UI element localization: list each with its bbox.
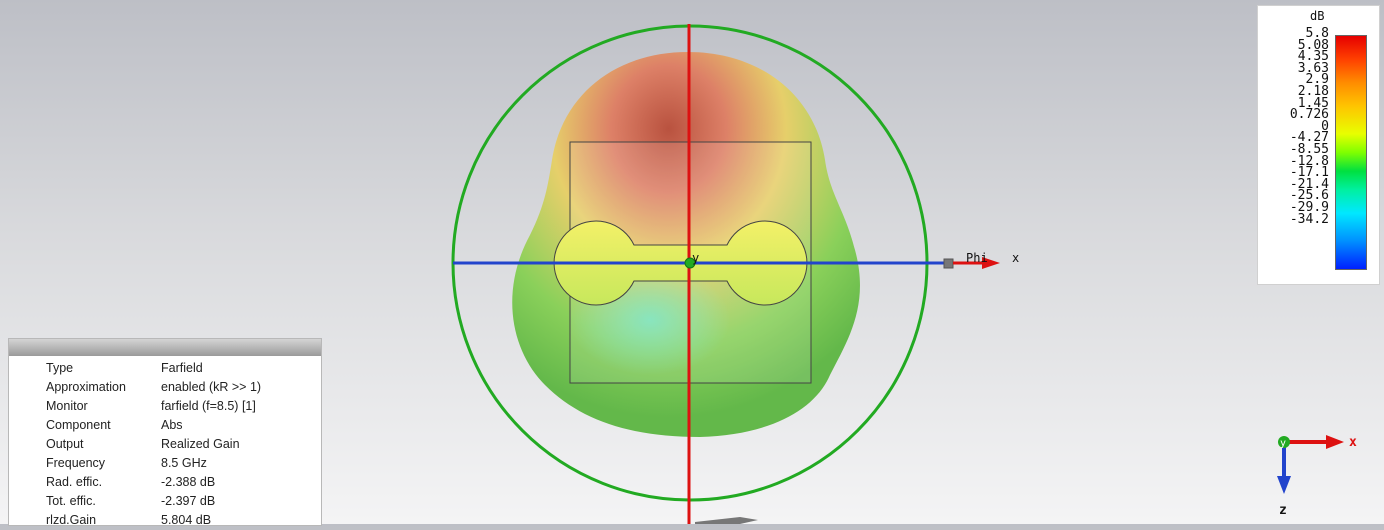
info-row-rlzd-gain: rlzd.Gain 5.804 dB <box>46 511 261 530</box>
info-key: Tot. effic. <box>46 494 96 508</box>
info-key: Output <box>46 437 84 451</box>
y-axis-label: y <box>692 251 699 265</box>
info-key: Component <box>46 418 111 432</box>
legend-tick: 5.8 <box>1305 26 1329 41</box>
info-value: Farfield <box>161 361 203 375</box>
legend-tick: 0 <box>1321 118 1329 134</box>
triad-x-label: x <box>1349 435 1357 450</box>
info-key: Rad. effic. <box>46 475 103 489</box>
info-key: Type <box>46 361 74 375</box>
info-row-monitor: Monitor farfield (f=8.5) [1] <box>46 397 261 416</box>
info-row-output: Output Realized Gain <box>46 435 261 454</box>
phi-handle[interactable] <box>943 258 954 269</box>
info-table: Type Farfield Approximation enabled (kR >>… <box>46 359 261 530</box>
triad-y-dot <box>1278 436 1290 448</box>
phi-label: Phi <box>966 251 988 265</box>
info-row-tot-effic: Tot. effic. -2.397 dB <box>46 492 261 511</box>
legend-unit: dB <box>1310 9 1325 23</box>
theta-arrow <box>695 517 758 524</box>
info-value: enabled (kR >> 1) <box>161 380 262 394</box>
legend-tick: 3.63 <box>1297 60 1329 76</box>
legend-tick: -12.8 <box>1289 153 1329 169</box>
legend-tick: -8.55 <box>1289 141 1329 157</box>
legend-tick: -25.6 <box>1289 188 1329 204</box>
axes-triad: x z y <box>1277 435 1357 518</box>
info-key: rlzd.Gain <box>46 513 97 527</box>
info-value: 8.5 GHz <box>161 456 207 470</box>
color-scale-legend: dB 5.8 5.08 4.35 3.63 2.9 2.18 1.45 0.72… <box>1257 5 1380 285</box>
legend-tick-labels: 5.8 5.08 4.35 3.63 2.9 2.18 1.45 0.726 0… <box>1289 26 1329 227</box>
info-value: -2.388 dB <box>161 475 216 489</box>
info-row-approximation: Approximation enabled (kR >> 1) <box>46 378 261 397</box>
triad-y-label: y <box>1280 438 1286 449</box>
triad-x-arrow <box>1326 435 1344 449</box>
info-value: Realized Gain <box>161 437 240 451</box>
farfield-info-panel: Type Farfield Approximation enabled (kR >>… <box>8 338 322 527</box>
info-row-component: Component Abs <box>46 416 261 435</box>
legend-tick: 5.08 <box>1297 37 1329 53</box>
legend-tick: -21.4 <box>1289 176 1329 192</box>
legend-tick: 2.18 <box>1297 83 1329 99</box>
legend-color-bar <box>1335 35 1367 270</box>
origin-point <box>684 257 696 269</box>
info-key: Monitor <box>46 399 88 413</box>
info-value: 5.804 dB <box>161 513 212 527</box>
legend-tick: 1.45 <box>1297 95 1329 111</box>
phi-arrow-head <box>982 257 1000 269</box>
info-row-frequency: Frequency 8.5 GHz <box>46 454 261 473</box>
legend-tick: 0.726 <box>1289 107 1329 123</box>
triad-z-arrow <box>1277 476 1291 494</box>
legend-tick: -17.1 <box>1289 165 1329 181</box>
info-panel-header <box>9 339 321 356</box>
info-row-type: Type Farfield <box>46 359 261 378</box>
legend-tick: 4.35 <box>1297 49 1329 65</box>
legend-tick: -4.27 <box>1289 130 1329 146</box>
info-value: Abs <box>161 418 183 432</box>
legend-tick: 2.9 <box>1305 72 1329 88</box>
info-value: -2.397 dB <box>161 494 216 508</box>
info-key: Frequency <box>46 456 106 470</box>
legend-tick: -34.2 <box>1289 211 1329 227</box>
info-key: Approximation <box>46 380 126 394</box>
triad-z-label: z <box>1279 503 1287 518</box>
legend-tick: -29.9 <box>1289 199 1329 215</box>
x-axis-label: x <box>1012 251 1019 265</box>
info-value: farfield (f=8.5) [1] <box>161 399 256 413</box>
info-row-rad-effic: Rad. effic. -2.388 dB <box>46 473 261 492</box>
